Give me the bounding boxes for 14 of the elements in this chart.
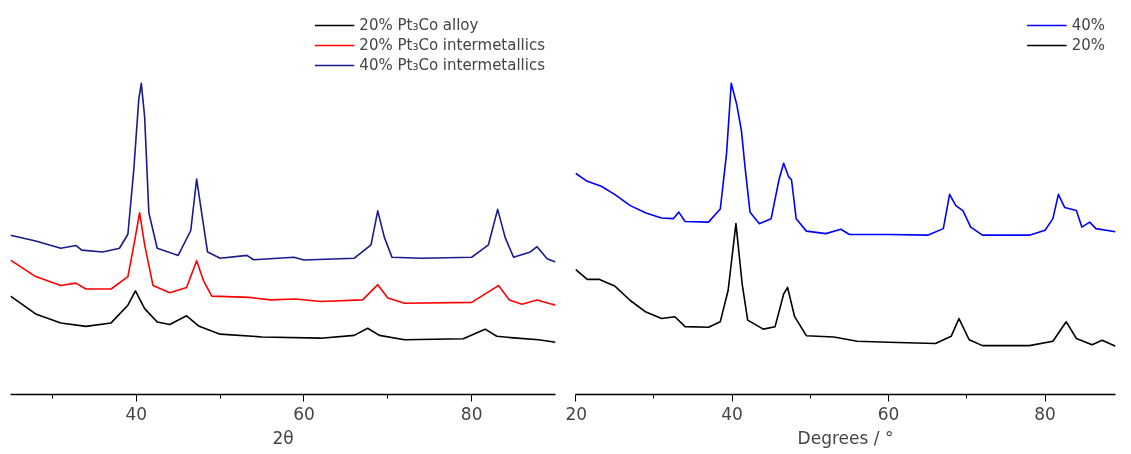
legend-label: 20% Pt₃Co alloy (359, 16, 479, 34)
x-tick-label: 40 (721, 403, 743, 424)
legend-label: 40% (1071, 16, 1105, 34)
x-tick-label: 20 (565, 403, 588, 424)
x-axis-title: Degrees / ° (797, 427, 894, 448)
x-tick-label: 80 (1034, 403, 1056, 424)
legend-label: 20% Pt₃Co intermetallics (359, 36, 545, 54)
x-tick-label: 80 (460, 403, 483, 424)
legend-label: 20% (1071, 36, 1105, 54)
legend-label: 40% Pt₃Co intermetallics (359, 56, 545, 74)
x-tick-label: 60 (877, 403, 900, 424)
x-axis-title: 2θ (272, 427, 294, 448)
x-tick-label: 60 (293, 403, 315, 424)
x-tick-label: 40 (125, 403, 148, 424)
